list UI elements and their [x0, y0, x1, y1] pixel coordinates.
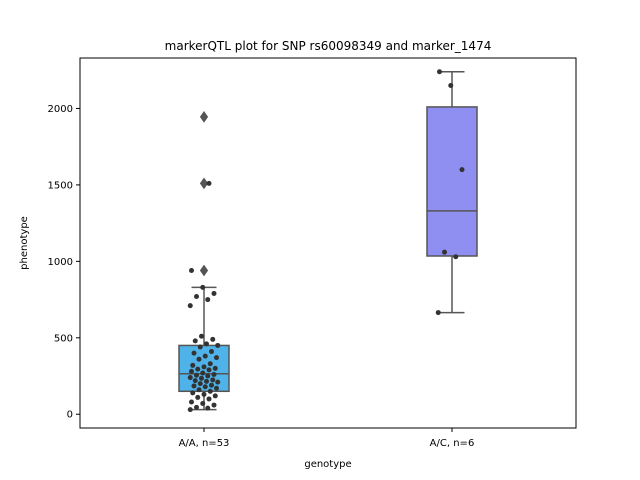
y-tick-label: 1500 — [48, 180, 73, 191]
data-point — [189, 268, 194, 274]
data-point — [201, 391, 207, 397]
data-point — [194, 294, 199, 300]
data-point — [187, 375, 193, 381]
data-point — [190, 362, 196, 368]
data-point — [205, 405, 211, 411]
y-tick-label: 0 — [67, 410, 73, 421]
data-point — [192, 338, 198, 344]
chart-title: markerQTL plot for SNP rs60098349 and ma… — [165, 39, 492, 53]
data-point — [199, 375, 204, 381]
data-point — [190, 390, 196, 396]
y-tick-label: 500 — [54, 333, 73, 344]
data-point — [205, 373, 211, 379]
data-point — [211, 371, 217, 377]
data-point — [195, 366, 201, 372]
data-point — [204, 378, 209, 384]
data-point — [194, 372, 199, 378]
x-tick-label: A/A, n=53 — [179, 438, 230, 449]
data-point — [453, 254, 459, 260]
data-point — [199, 333, 204, 339]
data-point — [200, 401, 206, 407]
data-point — [207, 361, 213, 367]
data-point — [189, 368, 194, 374]
data-point — [194, 404, 199, 410]
data-point — [196, 387, 202, 393]
data-point — [189, 399, 194, 405]
data-point — [210, 336, 216, 342]
data-point — [442, 249, 447, 255]
data-point — [204, 341, 209, 347]
data-point — [214, 355, 219, 361]
data-point — [197, 381, 203, 387]
data-point — [197, 344, 203, 350]
data-point — [437, 69, 442, 75]
data-point — [201, 364, 207, 370]
data-point — [200, 284, 206, 290]
box — [426, 106, 478, 257]
data-point — [209, 382, 214, 388]
data-point — [459, 167, 465, 173]
y-tick-label: 1000 — [48, 257, 73, 268]
data-point — [192, 378, 198, 384]
data-point — [211, 290, 217, 296]
y-axis-label: phenotype — [19, 216, 30, 270]
data-point — [191, 383, 197, 389]
x-tick-label: A/C, n=6 — [430, 438, 475, 449]
plot-frame — [79, 57, 577, 429]
data-point — [215, 342, 221, 348]
outlier-marker — [199, 110, 209, 123]
data-point — [206, 396, 212, 402]
plot-area — [178, 69, 478, 413]
data-point — [195, 394, 201, 400]
data-point — [206, 367, 212, 373]
data-point — [205, 297, 211, 303]
data-point — [187, 407, 193, 413]
data-point — [212, 365, 218, 371]
data-point — [209, 349, 214, 355]
data-point — [207, 388, 213, 394]
data-point — [196, 356, 202, 362]
x-axis-label: genotype — [304, 459, 351, 470]
data-point — [215, 379, 221, 385]
outlier-marker — [199, 177, 209, 190]
data-point — [212, 393, 218, 399]
data-point — [202, 384, 208, 390]
x-axis: A/A, n=53 A/C, n=6 — [179, 428, 475, 449]
data-point — [200, 370, 206, 376]
data-point — [210, 377, 216, 383]
data-point — [214, 385, 219, 391]
data-point — [435, 310, 441, 316]
data-point — [202, 353, 208, 359]
data-point — [211, 402, 217, 408]
data-point — [191, 350, 197, 356]
data-point — [448, 83, 454, 89]
y-tick-label: 2000 — [48, 104, 73, 115]
data-point — [206, 180, 212, 186]
outlier-marker — [199, 264, 209, 277]
y-axis: 0 500 1000 1500 2000 — [48, 104, 80, 421]
data-point — [187, 303, 193, 309]
